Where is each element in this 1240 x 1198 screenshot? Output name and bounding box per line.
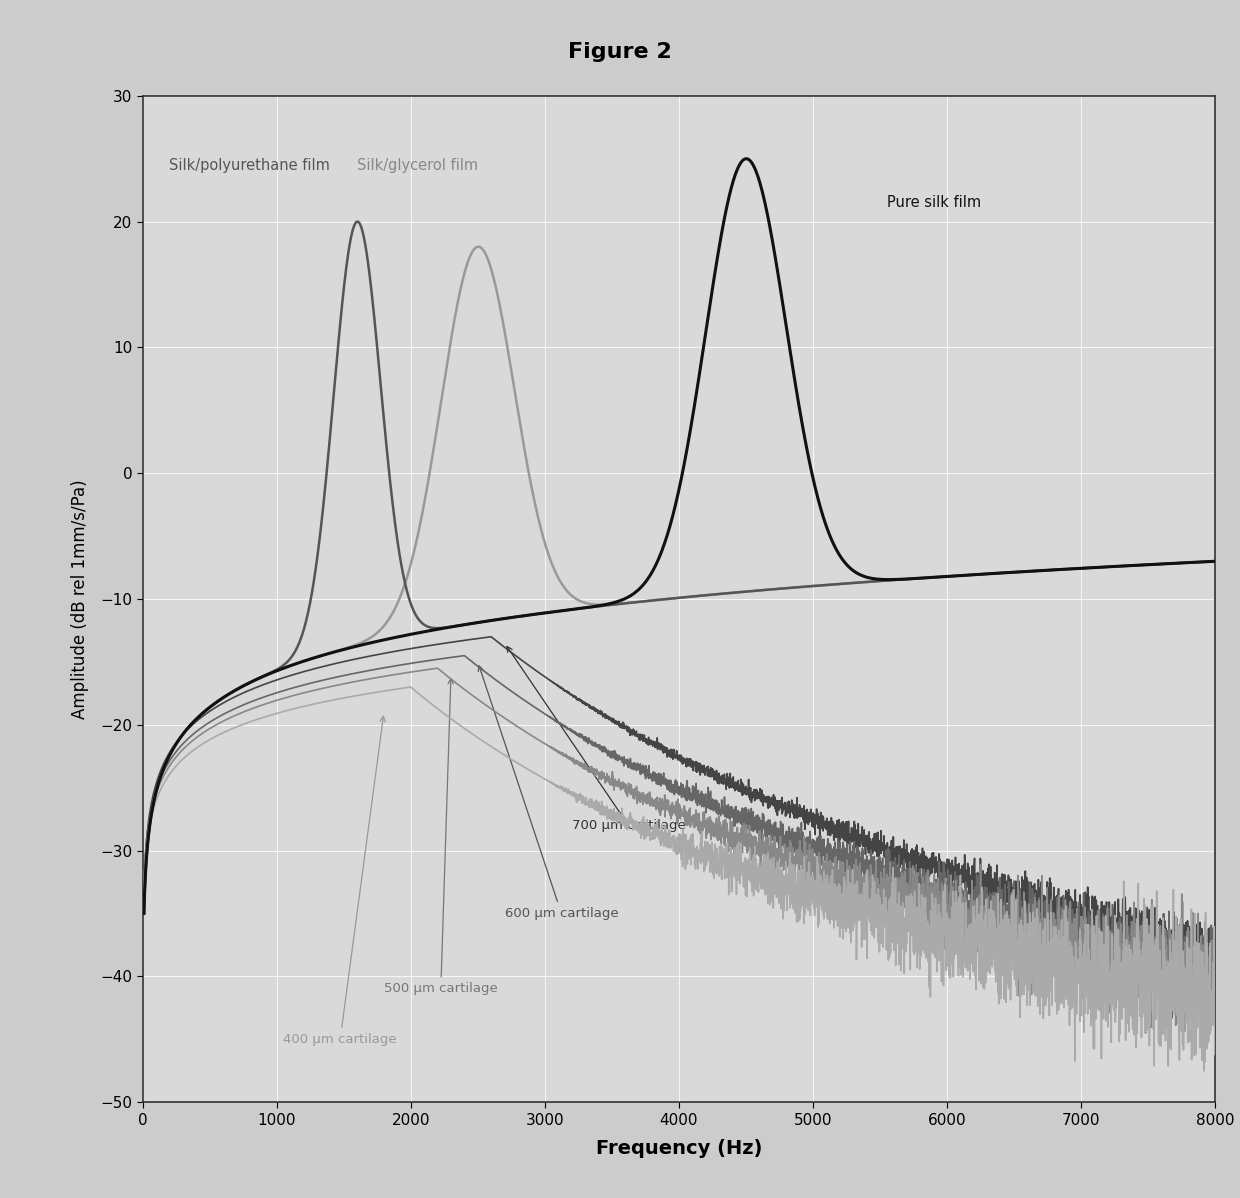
- Text: 400 μm cartilage: 400 μm cartilage: [284, 716, 397, 1046]
- Text: 700 μm cartilage: 700 μm cartilage: [507, 647, 686, 831]
- Text: Pure silk film: Pure silk film: [887, 195, 981, 211]
- Text: Figure 2: Figure 2: [568, 42, 672, 62]
- Text: 600 μm cartilage: 600 μm cartilage: [479, 666, 619, 920]
- Text: Silk/glycerol film: Silk/glycerol film: [357, 157, 477, 173]
- Y-axis label: Amplitude (dB rel 1mm/s/Pa): Amplitude (dB rel 1mm/s/Pa): [71, 479, 89, 719]
- Text: Silk/polyurethane film: Silk/polyurethane film: [170, 157, 330, 173]
- Text: 500 μm cartilage: 500 μm cartilage: [384, 678, 497, 996]
- X-axis label: Frequency (Hz): Frequency (Hz): [595, 1138, 763, 1157]
